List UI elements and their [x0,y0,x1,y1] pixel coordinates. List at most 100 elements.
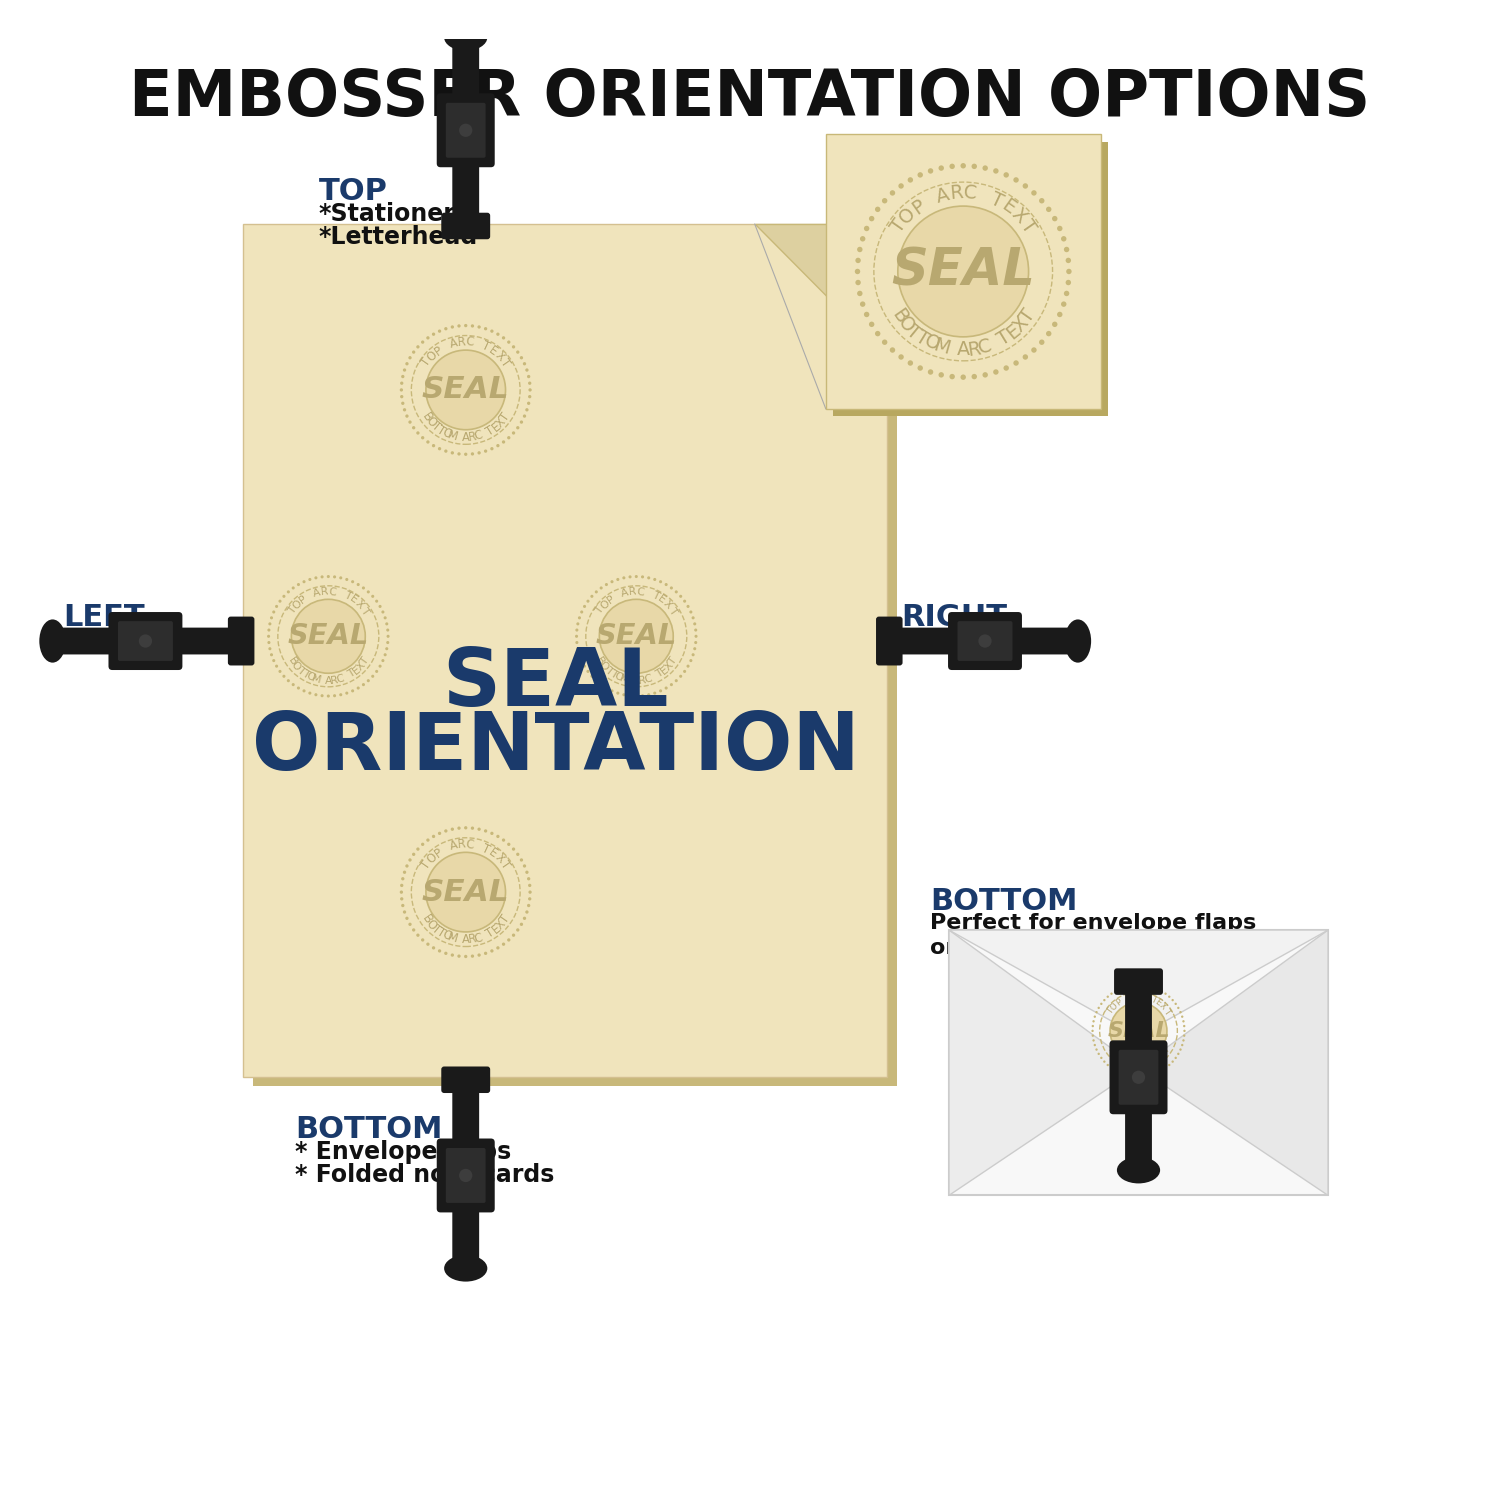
FancyBboxPatch shape [453,1206,478,1263]
Circle shape [882,198,888,204]
Circle shape [1128,984,1130,987]
Circle shape [400,394,404,399]
Circle shape [690,658,693,662]
Circle shape [528,897,531,900]
Text: X: X [662,598,674,610]
Circle shape [384,652,387,657]
Circle shape [444,327,447,330]
Circle shape [1132,1076,1136,1078]
Circle shape [303,690,306,693]
Circle shape [898,183,904,189]
Circle shape [490,330,494,333]
Circle shape [464,827,468,830]
Circle shape [279,670,282,674]
Circle shape [928,168,933,174]
Circle shape [413,852,416,856]
Circle shape [386,628,390,632]
Circle shape [1172,1060,1174,1064]
Circle shape [464,956,468,958]
Circle shape [520,420,524,423]
Circle shape [267,628,270,632]
Text: C: C [1143,1059,1152,1070]
Text: B: B [594,656,606,668]
Circle shape [399,891,404,894]
Circle shape [400,381,404,386]
Circle shape [1092,1020,1095,1023]
Text: T: T [1161,1046,1172,1054]
FancyBboxPatch shape [1110,1041,1167,1114]
Circle shape [1040,198,1044,204]
Text: A: A [462,430,470,444]
Text: T: T [666,656,678,668]
Text: T: T [1116,1054,1125,1065]
Text: C: C [975,336,993,358]
Circle shape [586,670,590,674]
Circle shape [692,652,694,657]
Circle shape [1180,1044,1184,1046]
Text: P: P [432,344,445,358]
Circle shape [404,408,406,411]
Circle shape [525,408,528,411]
Circle shape [512,847,515,850]
Text: M: M [446,429,459,444]
Circle shape [1107,996,1108,998]
FancyBboxPatch shape [108,612,183,670]
Circle shape [526,402,531,405]
Circle shape [404,910,406,914]
Text: T: T [666,606,678,616]
Text: C: C [472,932,484,945]
Circle shape [1052,321,1058,327]
Circle shape [1137,1076,1140,1078]
Circle shape [512,933,515,938]
Circle shape [1092,1024,1094,1028]
Circle shape [1102,999,1106,1002]
Circle shape [1098,1007,1100,1010]
Circle shape [616,692,620,694]
Circle shape [450,828,454,831]
Circle shape [405,362,408,366]
Circle shape [1065,280,1071,285]
Circle shape [378,604,381,608]
Circle shape [408,420,411,423]
Text: M: M [1125,1059,1134,1070]
Circle shape [859,302,865,307]
Text: T: T [903,321,924,344]
Text: T: T [484,423,496,438]
Circle shape [1114,1070,1116,1072]
Circle shape [1184,1035,1185,1036]
FancyBboxPatch shape [436,1138,495,1212]
Circle shape [1128,1074,1130,1077]
Circle shape [1168,1064,1170,1066]
Circle shape [664,687,668,690]
FancyBboxPatch shape [441,213,491,240]
Circle shape [890,190,896,195]
Circle shape [450,452,454,454]
Circle shape [524,916,526,920]
Circle shape [375,600,378,603]
Circle shape [1178,1007,1179,1010]
Circle shape [426,839,429,842]
Text: E: E [351,664,361,676]
Circle shape [898,206,1029,338]
Text: T: T [294,664,306,676]
Circle shape [1100,1056,1102,1059]
FancyBboxPatch shape [118,621,172,662]
Circle shape [140,634,152,648]
Circle shape [370,675,375,678]
Circle shape [528,394,531,399]
Circle shape [400,884,404,886]
Text: B: B [419,411,434,424]
Circle shape [960,375,966,380]
Circle shape [604,687,608,690]
Text: O: O [424,850,439,865]
Circle shape [426,350,506,429]
Circle shape [939,372,944,378]
Text: T: T [888,216,910,237]
Text: T: T [650,590,660,602]
Circle shape [507,436,510,439]
Text: X: X [494,416,508,430]
Text: R: R [330,675,339,686]
Circle shape [1094,1044,1096,1046]
Circle shape [321,694,324,698]
Text: O: O [921,332,942,356]
